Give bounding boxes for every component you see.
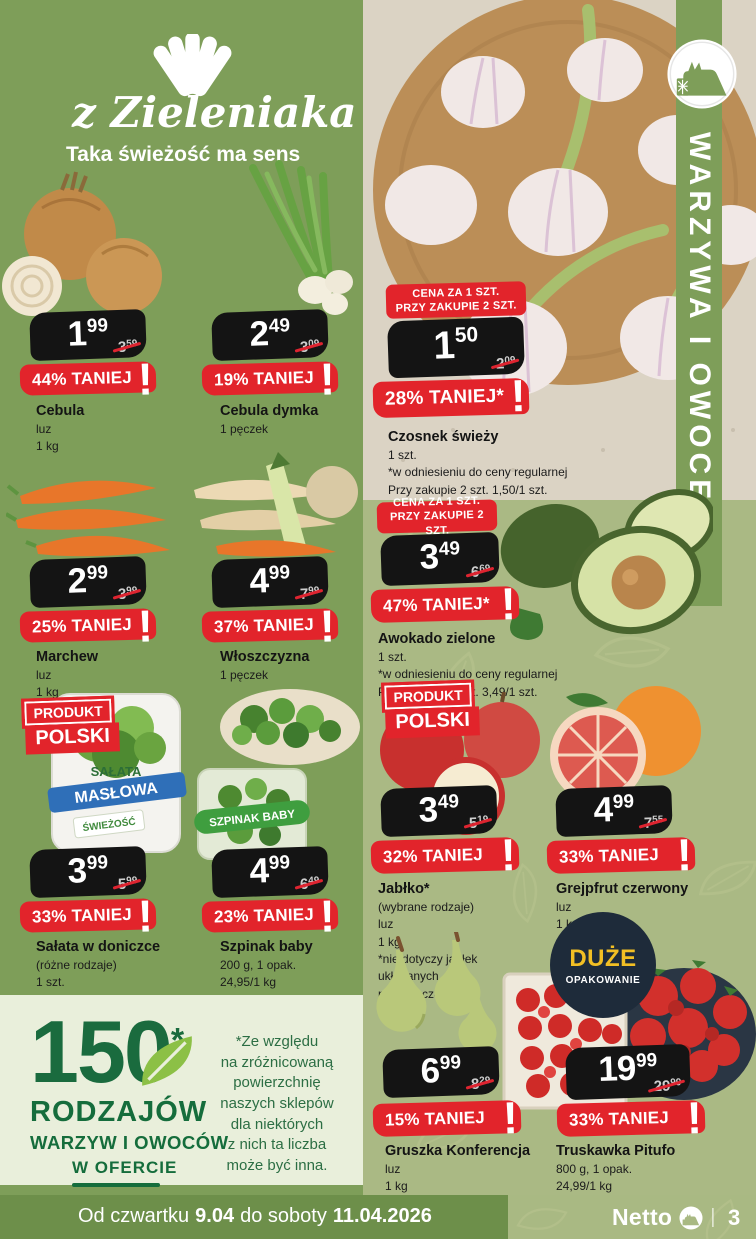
info-line-oferta: W OFERCIE (72, 1158, 178, 1177)
price-tag-gruszka: 6 99 829 (382, 1045, 500, 1099)
awning-icon (153, 34, 232, 97)
price-tag-marchew: 2 99 399 (29, 555, 147, 609)
assortment-info-panel (0, 995, 363, 1185)
leaf-icon (512, 862, 538, 924)
price-tag-szpinak: 4 99 649 (211, 845, 329, 899)
product-info-truskawka: Truskawka Pitufo 800 g, 1 opak. 24,99/1 … (556, 1143, 676, 1194)
old-price: 399 (117, 585, 138, 603)
product-info-gruszka: Gruszka Konferencja luz 1 kg (385, 1143, 531, 1194)
scottie-dog-icon (679, 1205, 703, 1230)
bag-label-salata: SAŁATA (91, 764, 142, 779)
leaf-icon (593, 636, 671, 668)
big-pack-badge: DUŻE OPAKOWANIE (550, 912, 656, 1018)
multibuy-banner-awokado: CENA ZA 1 SZT. PRZY ZAKUPIE 2 SZT. (376, 495, 498, 537)
discount-tag-marchew: 25% TANIEJ! (19, 600, 157, 652)
footer-date-band (0, 1195, 508, 1239)
discount-tag-wloszczyzna: 37% TANIEJ! (201, 600, 339, 652)
product-info-szpinak: Szpinak baby 200 g, 1 opak. 24,95/1 kg (220, 939, 313, 990)
price-tag-wloszczyzna: 4 99 799 (211, 555, 329, 609)
discount-tag-dymka: 19% TANIEJ! (201, 353, 339, 405)
old-price: 669 (470, 563, 491, 581)
product-info-dymka: Cebula dymka 1 pęczek (220, 403, 319, 436)
price-tag-salata: 3 99 599 (29, 845, 147, 899)
price-tag-dymka: 2 49 309 (211, 308, 329, 362)
info-line-rodzajow: RODZAJÓW (30, 1096, 208, 1128)
product-info-marchew: Marchew luz 1 kg (36, 649, 99, 700)
price-tag-jablko: 3 49 519 (380, 784, 498, 838)
discount-tag-cebula: 44% TANIEJ! (19, 353, 157, 405)
discount-tag-salata: 33% TANIEJ! (19, 890, 157, 942)
info-underline (72, 1183, 160, 1187)
old-price: 829 (470, 1075, 491, 1093)
old-price: 2999 (653, 1077, 682, 1096)
old-price: 755 (643, 814, 664, 832)
leaf-icon (705, 1198, 735, 1239)
netto-logo: Netto | (612, 1204, 715, 1231)
price-tag-grejpfrut: 4 99 755 (555, 784, 673, 838)
old-price: 599 (117, 875, 138, 893)
old-price: 519 (468, 814, 489, 832)
discount-tag-grejpfrut: 33% TANIEJ! (546, 829, 696, 881)
produkt-polski-badge: PRODUKT POLSKI (21, 695, 121, 755)
price-tag-czosnek: 1 50 209 (387, 316, 525, 379)
grapefruit-photo (550, 686, 701, 803)
price-tag-truskawka: 19 99 2999 (565, 1043, 691, 1101)
start-date: 9.04 (195, 1205, 235, 1227)
old-price: 799 (299, 585, 320, 603)
leaf-icon (698, 860, 756, 896)
brand-logo: z Zieleniaka (72, 88, 357, 137)
price-tag-cebula: 1 99 359 (29, 308, 147, 362)
carrots-photo (6, 480, 170, 557)
discount-tag-truskawka: 33% TANIEJ! (556, 1092, 706, 1144)
scottie-dog-icon (667, 39, 737, 109)
old-price: 309 (299, 338, 320, 356)
page-number: 3 (728, 1205, 741, 1230)
old-price: 209 (495, 354, 516, 373)
info-line-warzyw: WARZYW I OWOCÓW (30, 1132, 229, 1153)
soup-vegetables-photo (194, 452, 358, 557)
spring-onions-photo (249, 160, 353, 315)
exclamation: ! (137, 353, 154, 405)
price-main: 1 (66, 314, 87, 354)
discount-tag-szpinak: 23% TANIEJ! (201, 890, 339, 942)
avocado-photo (500, 489, 713, 640)
spinach-photo: SZPINAK BABY (194, 689, 360, 860)
end-date: 11.04.2026 (332, 1205, 432, 1227)
product-info-salata: Sałata w doniczce (różne rodzaje) 1 szt. (36, 939, 161, 990)
leaf-icon (142, 1036, 192, 1086)
separator: | (710, 1206, 716, 1228)
discount-tag-jablko: 32% TANIEJ! (370, 829, 520, 881)
category-banner-text: WARZYWA I OWOCE (683, 132, 716, 505)
info-footnote: *Ze względu na zróżnicowaną powierzchnię… (220, 1033, 334, 1175)
product-info-wloszczyzna: Włoszczyzna 1 pęczek (220, 649, 310, 682)
produkt-polski-badge: PRODUKT POLSKI (381, 679, 481, 739)
discount-tag-awokado: 47% TANIEJ*! (370, 578, 520, 630)
old-price: 359 (117, 338, 138, 356)
leaf-icon (516, 1208, 568, 1230)
price-tag-awokado: 3 49 669 (380, 531, 500, 587)
footer-logo-band (508, 1195, 756, 1239)
discount-tag-czosnek: 28% TANIEJ*! (372, 370, 530, 421)
pears-photo (376, 932, 497, 1053)
product-info-cebula: Cebula luz 1 kg (36, 403, 85, 454)
validity-dates: Od czwartku 9.04 do soboty 11.04.2026 (78, 1205, 432, 1227)
price-decimals: 99 (86, 315, 109, 338)
onions-photo (2, 171, 162, 316)
netto-wordmark: Netto (612, 1204, 673, 1230)
product-info-czosnek: Czosnek świeży 1 szt. *w odniesieniu do … (388, 429, 568, 497)
multibuy-banner-czosnek: CENA ZA 1 SZT. PRZY ZAKUPIE 2 SZT. (385, 281, 527, 319)
discount-tag-gruszka: 15% TANIEJ! (372, 1092, 522, 1144)
brand-tagline: Taka świeżość ma sens (66, 143, 301, 166)
old-price: 649 (299, 875, 320, 893)
